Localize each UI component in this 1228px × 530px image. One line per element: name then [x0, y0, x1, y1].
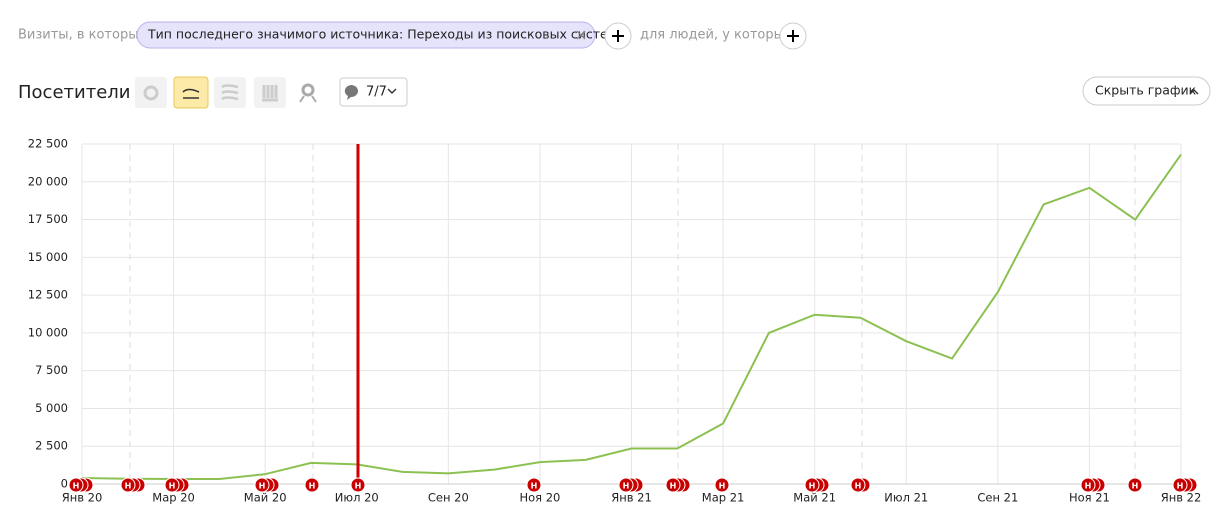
annotation-marker [665, 477, 681, 493]
icon [182, 88, 200, 99]
chart-type-line[interactable] [173, 76, 209, 109]
x-tick-label: Май 21 [793, 491, 836, 505]
y-tick-label: 7 500 [35, 363, 68, 377]
hide-chart-button[interactable] [1082, 76, 1211, 106]
plus-icon [612, 30, 624, 42]
annotation-marker [1127, 477, 1143, 493]
chart: 0 2 500 5 000 7 500 10 000 12 500 15 000 17 500… [28, 137, 1182, 491]
y-tick-label: 2 500 [35, 439, 68, 453]
x-tick-label: Янв 20 [62, 491, 103, 505]
y-tick-label: 0 [61, 477, 68, 491]
hide-chart-label: Скрыть график [1095, 83, 1197, 98]
filter-label: Визиты, в которых [18, 28, 146, 43]
annotation-marker [164, 477, 180, 493]
annotation-marker-label: Н [809, 482, 816, 491]
chart-type-pie[interactable] [135, 77, 167, 108]
annotation-marker [618, 477, 634, 493]
annotation-marker-label: Н [125, 482, 132, 491]
filter-condition: Тип последнего значимого источника: Пере… [147, 27, 617, 42]
annotation-marker-label: Н [309, 482, 316, 491]
annotation-marker [304, 477, 320, 493]
annotation-marker-label: Н [73, 482, 80, 491]
remove-icon[interactable] [576, 30, 586, 40]
x-tick-label: Янв 21 [611, 491, 652, 505]
annotation-marker [714, 477, 730, 493]
annotation-marker [350, 477, 366, 493]
annotations-count: 7/7 [366, 85, 387, 100]
x-tick-label: Ноя 20 [519, 491, 560, 505]
x-tick-label: Июл 21 [884, 491, 928, 505]
y-tick-label: 10 000 [28, 325, 68, 339]
annotation-marker-label: Н [169, 482, 176, 491]
x-tick-label: Сен 20 [428, 491, 469, 505]
y-tick-label: 20 000 [28, 174, 68, 188]
plus-icon [787, 30, 799, 42]
icon [221, 84, 239, 101]
x-tick-label: Май 20 [244, 491, 287, 505]
section-title: Посетители [18, 82, 130, 103]
y-tick-label: 15 000 [28, 250, 68, 264]
icon [143, 85, 159, 101]
annotation-marker-label: Н [719, 482, 726, 491]
chevron [387, 88, 397, 94]
annotation-marker-label: Н [355, 482, 362, 491]
annotation-marker-label: Н [623, 482, 630, 491]
annotation-marker-label: Н [855, 482, 862, 491]
filter-pill[interactable] [136, 21, 596, 49]
annotation-marker [120, 477, 136, 493]
map-icon[interactable] [299, 83, 317, 103]
y-tick-label: 5 000 [35, 401, 68, 415]
y-tick-label: 12 500 [28, 288, 68, 302]
annotation-marker-label: Н [259, 482, 266, 491]
annotation-marker [850, 477, 866, 493]
annotation-marker-label: Н [531, 482, 538, 491]
annotation-lines [129, 144, 1136, 484]
y-tick-label: 22 500 [28, 137, 68, 151]
x-tick-label: Мар 20 [152, 491, 195, 505]
annotation-marker-label: Н [1132, 482, 1139, 491]
y-tick-label: 17 500 [28, 212, 68, 226]
chevron [1189, 89, 1199, 95]
annotation-marker [1080, 477, 1096, 493]
annotation-marker [254, 477, 270, 493]
filter-label: для людей, у которых [640, 28, 792, 43]
line [81, 154, 1182, 481]
annotation-marker [526, 477, 542, 493]
x-tick-label: Ноя 21 [1069, 491, 1110, 505]
x-tick-label: Июл 20 [335, 491, 379, 505]
annotation-marker [804, 477, 820, 493]
chart-type-bar[interactable] [254, 77, 286, 108]
icon [262, 85, 278, 102]
chart-overlay: Янв 20 Мар 20 Май 20 Июл 20 Сен 20 Ноя 20 Янв … [62, 154, 1202, 505]
x-tick-label: Янв 22 [1161, 491, 1202, 505]
annotation-marker-label: Н [670, 482, 677, 491]
annotations-dropdown[interactable] [339, 77, 408, 107]
annotation-marker-label: Н [1177, 482, 1184, 491]
annotation-marker-label: Н [1085, 482, 1092, 491]
x-tick-label: Мар 21 [702, 491, 745, 505]
annotation-marker [1172, 477, 1188, 493]
x-tick-label: Сен 21 [977, 491, 1018, 505]
annotation-marker [68, 477, 84, 493]
comment-icon [344, 85, 358, 100]
